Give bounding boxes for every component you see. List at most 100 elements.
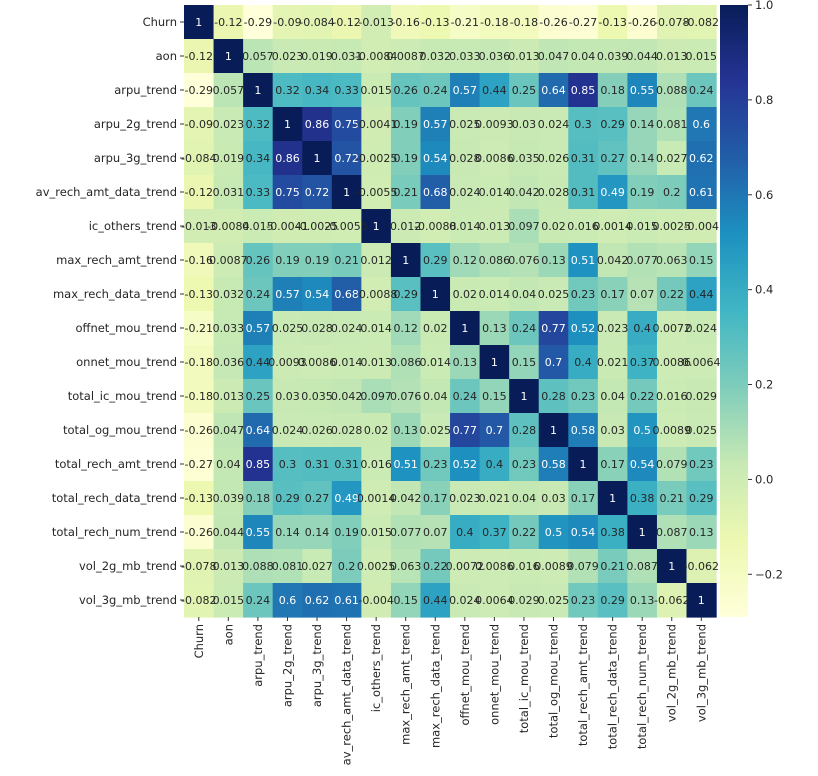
- heatmap-cell-13-0: [184, 447, 215, 482]
- cell-annotation-16-14: 0.21: [600, 560, 625, 573]
- heatmap-cell-13-12: [538, 447, 569, 482]
- heatmap-cell-17-8: [420, 583, 451, 618]
- cell-annotation-10-3: 0.0093: [268, 356, 307, 369]
- heatmap-cell-10-2: [243, 345, 274, 380]
- cell-annotation-13-5: 0.31: [334, 458, 359, 471]
- heatmap-cell-7-17: [686, 243, 717, 278]
- cell-annotation-17-1: 0.015: [213, 594, 245, 607]
- heatmap-cell-4-13: [568, 141, 599, 176]
- heatmap-cell-4-6: [361, 141, 392, 176]
- cell-annotation-16-3: 0.081: [272, 560, 304, 573]
- heatmap-cell-11-1: [213, 379, 244, 414]
- cell-annotation-2-11: 0.25: [512, 84, 537, 97]
- heatmap-cell-6-15: [627, 209, 658, 244]
- cell-annotation-5-12: 0.028: [538, 186, 570, 199]
- heatmap-cell-0-15: [627, 5, 658, 40]
- colorbar-tick-label-5: 0.0: [755, 472, 773, 486]
- heatmap-cell-16-14: [597, 549, 628, 584]
- cell-annotation-2-13: 0.85: [571, 84, 596, 97]
- cell-annotation-3-15: 0.14: [630, 118, 655, 131]
- colorbar-gradient: [720, 5, 748, 617]
- cell-annotation-5-9: 0.024: [449, 186, 481, 199]
- heatmap-cell-17-5: [331, 583, 362, 618]
- y-tick-label-3: arpu_2g_trend: [94, 117, 177, 131]
- heatmap-cell-15-14: [597, 515, 628, 550]
- heatmap-cell-12-7: [390, 413, 422, 448]
- cell-annotation-2-7: 0.26: [393, 84, 418, 97]
- heatmap-cell-3-9: [450, 107, 481, 142]
- cell-annotation-2-15: 0.55: [630, 84, 655, 97]
- heatmap-cell-0-5: [331, 5, 362, 40]
- cell-annotation-17-17: 1: [698, 594, 705, 607]
- cell-annotation-7-3: 0.19: [275, 254, 300, 267]
- heatmap-cell-16-12: [538, 549, 569, 584]
- heatmap-cell-7-5: [331, 243, 362, 278]
- cell-annotation-14-12: 0.03: [541, 492, 566, 505]
- cell-annotation-3-1: 0.023: [213, 118, 245, 131]
- heatmap-cell-0-3: [272, 5, 303, 40]
- heatmap-cell-12-5: [331, 413, 362, 448]
- heatmap-cell-5-10: [479, 175, 510, 210]
- cell-annotation-3-9: 0.025: [449, 118, 481, 131]
- cell-annotation-15-8: 0.07: [423, 526, 448, 539]
- cell-annotation-7-1: 0.0087: [209, 254, 248, 267]
- cell-annotation-17-10: 0.0064: [475, 594, 514, 607]
- cell-annotation-2-10: 0.44: [482, 84, 507, 97]
- cell-annotation-4-13: 0.31: [571, 152, 596, 165]
- cell-annotation-3-0: -0.09: [185, 118, 213, 131]
- cell-annotation-14-9: 0.023: [449, 492, 481, 505]
- heatmap-cell-6-14: [597, 209, 628, 244]
- heatmap-cell-15-4: [302, 515, 333, 550]
- colorbar-ticks: 1.0 0.8 0.6 0.4 0.2 0.0 −0.2: [748, 0, 783, 581]
- cell-annotation-15-7: 0.077: [390, 526, 422, 539]
- heatmap-cell-1-14: [597, 39, 628, 74]
- heatmap-cell-14-11: [509, 481, 540, 516]
- cell-annotation-16-17: -0.062: [684, 560, 719, 573]
- cell-annotation-7-2: 0.26: [246, 254, 271, 267]
- heatmap-cell-4-12: [538, 141, 569, 176]
- cell-annotation-1-14: 0.039: [597, 50, 629, 63]
- heatmap-cell-14-17: [686, 481, 717, 516]
- cell-annotation-5-10: 0.014: [479, 186, 511, 199]
- cell-annotation-3-17: 0.6: [693, 118, 711, 131]
- heatmap-cell-14-5: [331, 481, 362, 516]
- x-tick-label-5: av_rech_amt_data_trend: [340, 624, 354, 765]
- heatmap-cell-1-2: [243, 39, 274, 74]
- heatmap-cell-12-12: [538, 413, 569, 448]
- heatmap-cell-6-13: [568, 209, 599, 244]
- heatmap-cell-4-17: [686, 141, 717, 176]
- cell-annotation-8-17: 0.44: [689, 288, 714, 301]
- cell-annotation-10-1: 0.036: [213, 356, 245, 369]
- cell-annotation-11-8: 0.04: [423, 390, 448, 403]
- cell-annotation-15-15: 1: [639, 526, 646, 539]
- cell-annotation-17-12: 0.025: [538, 594, 570, 607]
- cell-annotation-8-14: 0.17: [600, 288, 625, 301]
- heatmap-cell-8-3: [272, 277, 303, 312]
- heatmap-cell-15-17: [686, 515, 717, 550]
- cell-annotation-0-17: -0.082: [684, 16, 719, 29]
- heatmap-cell-2-12: [538, 73, 569, 108]
- cell-annotation-12-8: 0.025: [420, 424, 452, 437]
- heatmap-cell-9-1: [213, 311, 244, 346]
- heatmap-cell-12-17: [686, 413, 717, 448]
- heatmap-cell-4-11: [509, 141, 540, 176]
- heatmap-cell-14-15: [627, 481, 658, 516]
- cell-annotation-15-1: 0.044: [213, 526, 245, 539]
- heatmap-cell-6-8: [420, 209, 451, 244]
- heatmap-cell-6-6: [361, 209, 392, 244]
- cell-annotation-5-8: 0.68: [423, 186, 448, 199]
- cell-annotation-14-5: 0.49: [334, 492, 359, 505]
- cell-annotation-2-2: 1: [254, 84, 261, 97]
- cell-annotation-0-2: -0.29: [244, 16, 272, 29]
- heatmap-cell-11-13: [568, 379, 599, 414]
- heatmap-cell-2-5: [331, 73, 362, 108]
- cell-annotation-11-1: 0.013: [213, 390, 245, 403]
- heatmap-cell-11-11: [509, 379, 540, 414]
- heatmap-cell-0-7: [390, 5, 422, 40]
- heatmap-cell-12-13: [568, 413, 599, 448]
- heatmap-cell-5-7: [390, 175, 422, 210]
- y-tick-label-10: onnet_mou_trend: [76, 355, 177, 369]
- heatmap-cell-14-3: [272, 481, 303, 516]
- x-tick-label-0: Churn: [192, 624, 206, 658]
